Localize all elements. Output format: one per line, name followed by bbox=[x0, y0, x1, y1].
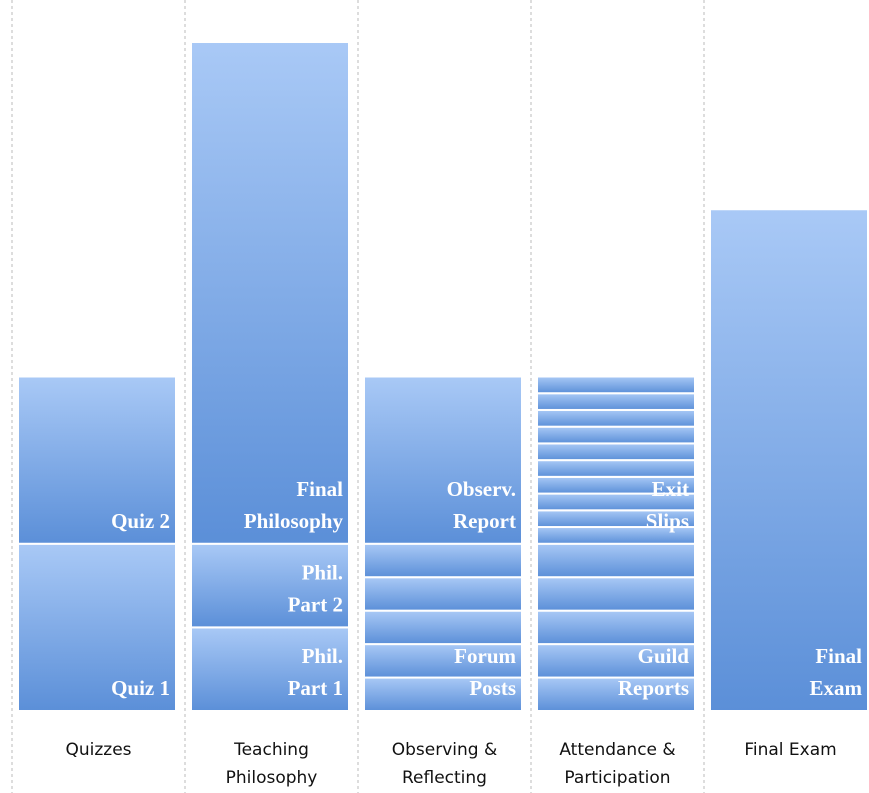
block-label: Exit bbox=[652, 477, 689, 501]
block-label: Final bbox=[296, 477, 343, 501]
category-label: Philosophy bbox=[226, 768, 318, 788]
category-label: Observing & bbox=[392, 740, 498, 760]
block bbox=[363, 542, 523, 579]
block-label: Quiz 1 bbox=[111, 676, 170, 700]
block bbox=[536, 392, 696, 411]
block bbox=[536, 375, 696, 395]
block-label: Phil. bbox=[302, 560, 343, 584]
block-label: Observ. bbox=[447, 477, 516, 501]
block-label: Quiz 2 bbox=[111, 509, 170, 533]
block bbox=[709, 208, 869, 712]
block bbox=[363, 576, 523, 612]
block-label: Report bbox=[453, 509, 516, 533]
block-label: Guild bbox=[638, 644, 690, 668]
block-label: Philosophy bbox=[244, 509, 344, 533]
block-label: Part 2 bbox=[288, 592, 343, 616]
block bbox=[17, 542, 177, 712]
block bbox=[536, 442, 696, 462]
block-label: Slips bbox=[646, 509, 689, 533]
block-label: Final bbox=[815, 644, 862, 668]
category-label: Teaching bbox=[233, 740, 309, 760]
block-label: Posts bbox=[469, 676, 516, 700]
block bbox=[536, 459, 696, 478]
category-label: Quizzes bbox=[65, 740, 131, 760]
block bbox=[536, 576, 696, 612]
block bbox=[363, 375, 523, 545]
block bbox=[536, 425, 696, 445]
block-label: Forum bbox=[454, 644, 516, 668]
category-label: Attendance & bbox=[559, 740, 675, 760]
block bbox=[17, 375, 177, 545]
block-label: Phil. bbox=[302, 644, 343, 668]
block bbox=[536, 676, 696, 712]
block-label: Exam bbox=[810, 676, 863, 700]
block-label: Reports bbox=[618, 676, 689, 700]
category-label: Participation bbox=[564, 768, 670, 788]
block bbox=[536, 542, 696, 579]
category-label: Final Exam bbox=[744, 740, 836, 760]
block bbox=[536, 408, 696, 428]
block bbox=[536, 609, 696, 646]
category-label: Reflecting bbox=[402, 768, 487, 788]
block bbox=[363, 609, 523, 646]
block-label: Part 1 bbox=[288, 676, 343, 700]
block bbox=[536, 643, 696, 679]
block bbox=[190, 41, 350, 545]
